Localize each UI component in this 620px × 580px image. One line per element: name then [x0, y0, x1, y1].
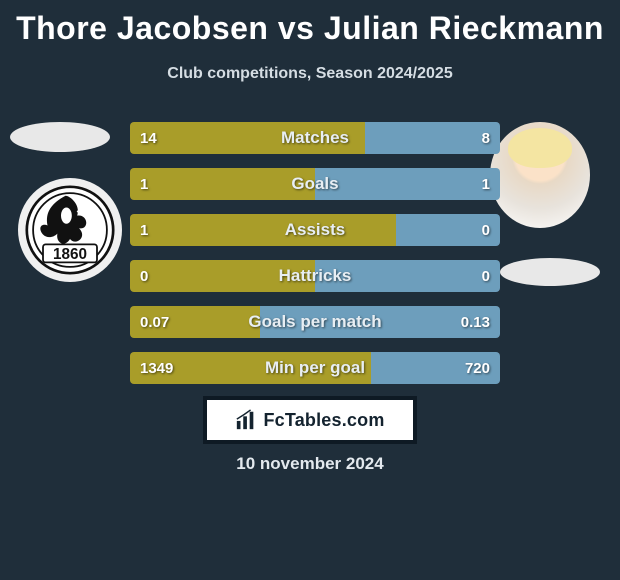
- page-date: 10 november 2024: [0, 454, 620, 474]
- page-subtitle: Club competitions, Season 2024/2025: [0, 65, 620, 83]
- page-title: Thore Jacobsen vs Julian Rieckmann: [0, 0, 620, 47]
- comparison-bars: Matches148 Goals11 Assists10 Hattricks00 Goa…: [130, 122, 500, 398]
- brand-badge: FcTables.com: [203, 396, 417, 444]
- stat-row: Assists10: [130, 214, 500, 246]
- club-badge-year: 1860: [53, 246, 87, 263]
- stat-bar-right: [365, 122, 500, 154]
- stat-row: Hattricks00: [130, 260, 500, 292]
- stat-bar-right: [315, 168, 500, 200]
- stat-bar-right: [396, 214, 500, 246]
- stat-bar-right: [371, 352, 500, 384]
- brand-text: FcTables.com: [263, 410, 384, 431]
- stat-row: Goals11: [130, 168, 500, 200]
- player-right-avatar: [490, 122, 590, 228]
- player-left-avatar: [10, 122, 110, 152]
- stat-bar-right: [315, 260, 500, 292]
- stat-row: Matches148: [130, 122, 500, 154]
- stat-bar-left: [130, 306, 260, 338]
- player-left-club-badge: 1860: [18, 178, 122, 282]
- stat-bar-left: [130, 168, 315, 200]
- player-right-club-badge: [500, 258, 600, 286]
- stat-bar-right: [260, 306, 501, 338]
- bar-chart-icon: [235, 409, 257, 431]
- stat-row: Goals per match0.070.13: [130, 306, 500, 338]
- stat-row: Min per goal1349720: [130, 352, 500, 384]
- stat-bar-left: [130, 352, 371, 384]
- club-badge-1860-icon: 1860: [25, 185, 115, 275]
- stat-bar-left: [130, 122, 365, 154]
- stat-bar-left: [130, 214, 396, 246]
- stat-bar-left: [130, 260, 315, 292]
